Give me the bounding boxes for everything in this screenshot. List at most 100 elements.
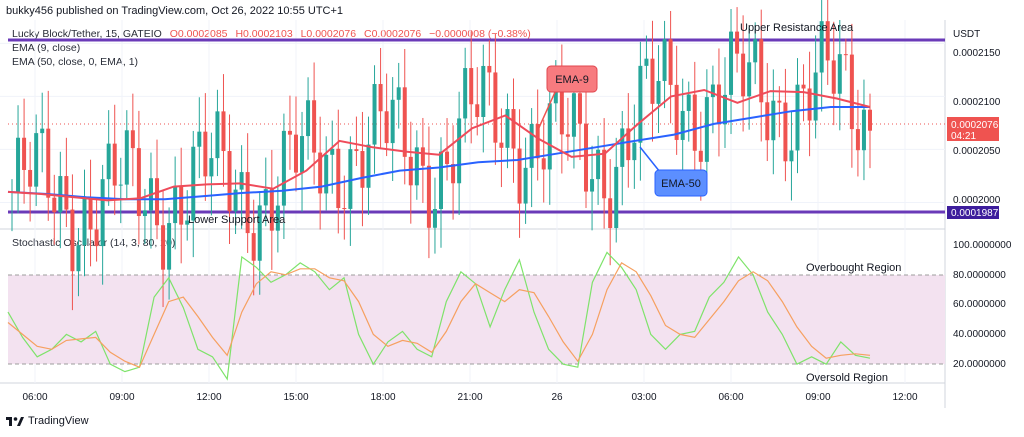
candle[interactable] xyxy=(517,109,522,238)
candle[interactable] xyxy=(692,61,697,177)
stoch-legend[interactable]: Stochastic Oscillator (14, 3, 80, 20) xyxy=(12,237,176,249)
candle[interactable] xyxy=(535,89,540,181)
candle[interactable] xyxy=(203,93,208,201)
candle[interactable] xyxy=(233,169,238,234)
candle[interactable] xyxy=(28,141,33,222)
candle[interactable] xyxy=(777,86,782,138)
candlestick-series[interactable] xyxy=(10,0,872,311)
candle[interactable] xyxy=(511,78,516,183)
candle[interactable] xyxy=(215,89,220,177)
candle[interactable] xyxy=(584,84,589,209)
candle[interactable] xyxy=(191,130,196,258)
candle[interactable] xyxy=(505,93,510,169)
candle[interactable] xyxy=(753,22,758,85)
candle[interactable] xyxy=(620,110,625,206)
candle[interactable] xyxy=(457,91,462,215)
candle[interactable] xyxy=(52,174,57,245)
candle[interactable] xyxy=(608,159,613,266)
stoch-k-line[interactable] xyxy=(7,251,871,381)
candle[interactable] xyxy=(88,159,93,267)
candle[interactable] xyxy=(469,31,474,144)
candle[interactable] xyxy=(710,65,715,134)
candle[interactable] xyxy=(324,136,329,211)
candle[interactable] xyxy=(16,105,21,214)
candle[interactable] xyxy=(626,93,631,188)
candle[interactable] xyxy=(565,97,570,161)
candle[interactable] xyxy=(735,7,740,73)
candle[interactable] xyxy=(426,126,431,259)
candle[interactable] xyxy=(64,137,69,228)
candle[interactable] xyxy=(269,149,274,270)
candle[interactable] xyxy=(82,169,87,277)
candle[interactable] xyxy=(559,44,564,174)
candle[interactable] xyxy=(638,41,643,181)
support-price-badge[interactable]: 0.0001987 xyxy=(947,206,999,219)
candle[interactable] xyxy=(239,145,244,229)
ema50-callout[interactable]: EMA-50 xyxy=(639,146,708,197)
candle[interactable] xyxy=(614,137,619,243)
candle[interactable] xyxy=(741,15,746,132)
candle[interactable] xyxy=(179,147,184,264)
candle[interactable] xyxy=(197,97,202,179)
candle[interactable] xyxy=(813,35,818,139)
candle[interactable] xyxy=(523,137,528,224)
candle[interactable] xyxy=(463,47,468,143)
candle[interactable] xyxy=(22,98,27,204)
candle[interactable] xyxy=(342,175,347,240)
candle[interactable] xyxy=(396,62,401,129)
candle[interactable] xyxy=(590,145,595,231)
candle[interactable] xyxy=(100,164,105,285)
candle[interactable] xyxy=(765,63,770,162)
candle[interactable] xyxy=(124,110,129,199)
candle[interactable] xyxy=(136,110,141,245)
candle[interactable] xyxy=(130,93,135,187)
candle[interactable] xyxy=(300,111,305,212)
candle[interactable] xyxy=(420,117,425,203)
candle[interactable] xyxy=(58,151,63,249)
candle[interactable] xyxy=(360,111,365,227)
candle[interactable] xyxy=(142,188,147,244)
candle[interactable] xyxy=(155,139,160,240)
candle[interactable] xyxy=(306,77,311,160)
candle[interactable] xyxy=(221,74,226,187)
candle[interactable] xyxy=(372,65,377,174)
candle[interactable] xyxy=(390,77,395,181)
candle[interactable] xyxy=(34,114,39,207)
candle[interactable] xyxy=(287,95,292,170)
ema50-legend[interactable]: EMA (50, close, 0, EMA, 1) xyxy=(12,56,139,68)
candle[interactable] xyxy=(94,198,99,262)
candle[interactable] xyxy=(10,179,14,232)
candle[interactable] xyxy=(432,177,437,254)
candle[interactable] xyxy=(318,116,323,230)
candle[interactable] xyxy=(868,93,872,169)
candle[interactable] xyxy=(112,104,117,216)
ema9-callout[interactable]: EMA-9 xyxy=(536,65,598,133)
candle[interactable] xyxy=(843,38,848,71)
candle[interactable] xyxy=(408,121,413,224)
candle[interactable] xyxy=(148,152,153,249)
candle[interactable] xyxy=(771,69,776,175)
candle[interactable] xyxy=(330,120,335,194)
candle[interactable] xyxy=(849,23,854,168)
candle[interactable] xyxy=(402,49,407,185)
stoch-d-line[interactable] xyxy=(7,262,871,368)
ema9-legend[interactable]: EMA (9, close) xyxy=(12,42,81,54)
candle[interactable] xyxy=(789,111,794,201)
candle[interactable] xyxy=(704,69,709,179)
candle[interactable] xyxy=(795,58,800,174)
tradingview-footer[interactable]: TradingView xyxy=(6,415,89,427)
ema9-line[interactable] xyxy=(7,88,871,202)
candle[interactable] xyxy=(650,20,655,142)
time-axis[interactable]: 06:00 09:00 12:00 15:00 18:00 21:00 26 03:00 06:… xyxy=(22,392,917,403)
candle[interactable] xyxy=(644,35,649,79)
candle[interactable] xyxy=(759,9,764,142)
candle[interactable] xyxy=(366,116,371,215)
candle[interactable] xyxy=(475,67,480,136)
candle[interactable] xyxy=(275,176,280,253)
candle[interactable] xyxy=(481,44,486,153)
candle[interactable] xyxy=(173,156,178,250)
candle[interactable] xyxy=(378,48,383,150)
candle[interactable] xyxy=(185,190,190,241)
candle[interactable] xyxy=(861,79,866,181)
